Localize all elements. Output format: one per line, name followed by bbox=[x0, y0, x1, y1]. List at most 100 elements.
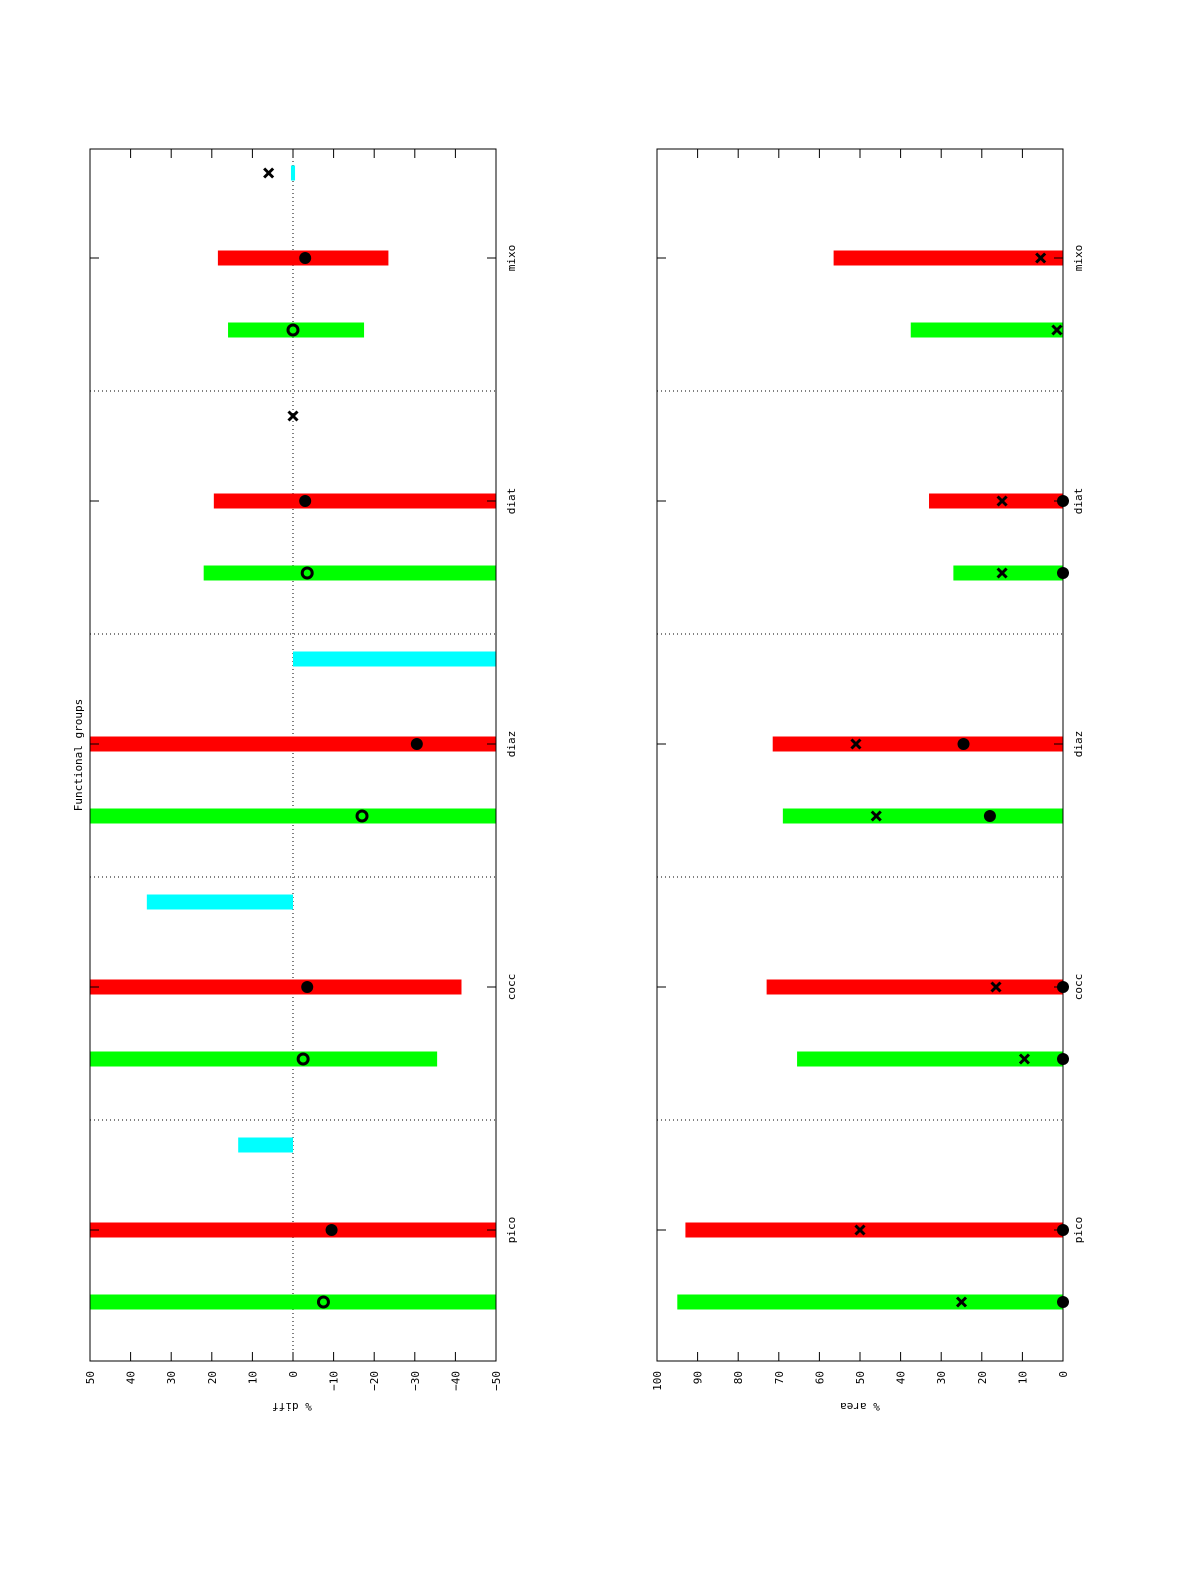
value-tick-label-5: 0 bbox=[287, 1371, 300, 1378]
bar-diaz-green bbox=[90, 808, 496, 824]
category-label-mixo: mixo bbox=[505, 245, 518, 272]
x-marker-mixo-red-stroke-b bbox=[1035, 252, 1047, 264]
diff-panel-markers bbox=[263, 167, 423, 1309]
x-marker-cocc-green-stroke-b bbox=[1018, 1053, 1030, 1065]
diff-panel-ticks bbox=[89, 149, 497, 1361]
value-tick-label-1: 40 bbox=[125, 1371, 138, 1384]
marker-mixo-cyan-stroke-b bbox=[263, 167, 275, 179]
value-tick-label-5: 50 bbox=[854, 1371, 867, 1384]
x-marker-diaz-red-stroke-b bbox=[850, 738, 862, 750]
area-panel-tick-labels: 100 90 80 70 60 50 40 30 20 10 0 bbox=[651, 1371, 1070, 1391]
dot-marker-diaz-green bbox=[983, 810, 996, 822]
category-label-pico: pico bbox=[1072, 1217, 1085, 1244]
category-label-pico: pico bbox=[505, 1217, 518, 1244]
x-marker-diat-green-stroke-b bbox=[996, 567, 1008, 579]
x-marker-diat-red-stroke-b bbox=[996, 495, 1008, 507]
value-tick-label-4: 60 bbox=[813, 1371, 826, 1384]
bar-pico-red bbox=[90, 1222, 496, 1238]
value-tick-label-9: −40 bbox=[449, 1371, 462, 1391]
marker-diaz-green bbox=[355, 809, 369, 823]
area-panel-ticks bbox=[656, 149, 1064, 1361]
category-label-cocc: cocc bbox=[1072, 974, 1085, 1001]
bar-mixo-green bbox=[228, 322, 365, 338]
marker-pico-green bbox=[316, 1295, 330, 1309]
bar-mixo-green bbox=[910, 322, 1063, 338]
x-marker-cocc-red-stroke-b bbox=[990, 981, 1002, 993]
x-marker-pico-red-stroke-b bbox=[854, 1224, 866, 1236]
bar-cocc-red bbox=[90, 979, 462, 995]
x-marker-diaz-red bbox=[850, 738, 862, 750]
bar-diaz-red bbox=[90, 736, 496, 752]
x-marker-pico-green-stroke-b bbox=[955, 1296, 968, 1308]
marker-diat-cyan bbox=[287, 410, 299, 422]
value-tick-label-3: 20 bbox=[206, 1371, 219, 1384]
marker-cocc-green bbox=[296, 1052, 310, 1066]
x-marker-mixo-red bbox=[1035, 252, 1047, 264]
bar-pico-red bbox=[685, 1222, 1063, 1238]
bar-diat-green bbox=[953, 565, 1063, 581]
value-tick-label-3: 70 bbox=[773, 1371, 786, 1384]
marker-cocc-red bbox=[301, 981, 314, 993]
x-marker-diat-red bbox=[996, 495, 1008, 507]
value-tick-label-9: 10 bbox=[1016, 1371, 1029, 1384]
marker-diat-cyan-stroke-b bbox=[287, 410, 299, 422]
marker-mixo-red bbox=[299, 252, 312, 264]
value-tick-label-4: 10 bbox=[246, 1371, 259, 1384]
category-label-diat: diat bbox=[505, 488, 518, 515]
x-marker-pico-green bbox=[955, 1296, 968, 1308]
category-label-diat: diat bbox=[1072, 488, 1085, 515]
area-panel-category-labels: pico cocc diaz diat mixo bbox=[1072, 245, 1085, 1244]
area-axis-label: % area bbox=[840, 1400, 880, 1413]
category-label-diaz: diaz bbox=[505, 731, 518, 758]
diff-panel: 50 40 30 20 10 0 −10 −20 −30 −40 −50 pico cocc diaz d… bbox=[72, 148, 518, 1413]
value-tick-label-2: 80 bbox=[732, 1371, 745, 1384]
category-label-cocc: cocc bbox=[505, 974, 518, 1001]
x-marker-mixo-green bbox=[1051, 324, 1063, 336]
marker-diaz-red bbox=[410, 738, 423, 750]
x-marker-diaz-green-stroke-b bbox=[870, 810, 882, 822]
bar-mixo-red bbox=[833, 250, 1063, 266]
value-tick-label-7: −20 bbox=[368, 1371, 381, 1391]
chart-title: Functional groups bbox=[72, 699, 85, 812]
value-tick-label-10: 0 bbox=[1057, 1371, 1070, 1378]
value-tick-label-8: −30 bbox=[409, 1371, 422, 1391]
value-tick-label-0: 50 bbox=[84, 1371, 97, 1384]
marker-diat-red bbox=[299, 495, 312, 507]
x-marker-mixo-green-stroke-b bbox=[1051, 324, 1063, 336]
diff-panel-category-labels: pico cocc diaz diat mixo bbox=[505, 245, 518, 1244]
x-marker-cocc-red bbox=[990, 981, 1002, 993]
bar-cocc-red bbox=[766, 979, 1063, 995]
value-tick-label-10: −50 bbox=[490, 1371, 503, 1391]
marker-diat-green bbox=[300, 566, 314, 580]
area-panel: 100 90 80 70 60 50 40 30 20 10 0 picococcdiazdiatm… bbox=[651, 148, 1085, 1413]
x-marker-pico-red bbox=[854, 1224, 866, 1236]
bar-pico-green bbox=[90, 1294, 496, 1310]
diff-axis-label: % diff bbox=[272, 1400, 312, 1413]
bar-cocc-green bbox=[797, 1051, 1063, 1067]
bar-diaz-green bbox=[782, 808, 1063, 824]
area-panel-markers bbox=[850, 252, 1069, 1308]
value-tick-label-8: 20 bbox=[976, 1371, 989, 1384]
bar-pico-green bbox=[677, 1294, 1063, 1310]
value-tick-label-0: 100 bbox=[651, 1371, 664, 1391]
x-marker-cocc-green bbox=[1018, 1053, 1030, 1065]
bar-diat-red bbox=[929, 493, 1063, 509]
value-tick-label-1: 90 bbox=[692, 1371, 705, 1384]
value-tick-label-6: 40 bbox=[895, 1371, 908, 1384]
bar-diat-red bbox=[213, 493, 496, 509]
marker-mixo-green bbox=[286, 323, 300, 337]
value-tick-label-6: −10 bbox=[328, 1371, 341, 1391]
category-label-mixo: mixo bbox=[1072, 245, 1085, 272]
x-marker-diat-green bbox=[996, 567, 1008, 579]
bar-diaz-red bbox=[772, 736, 1063, 752]
dot-marker-diaz-red bbox=[957, 738, 970, 750]
bar-diaz-cyan bbox=[293, 651, 496, 667]
value-tick-label-7: 30 bbox=[935, 1371, 948, 1384]
bar-mixo-cyan bbox=[290, 165, 296, 181]
marker-mixo-cyan bbox=[263, 167, 275, 179]
bar-cocc-cyan bbox=[146, 894, 293, 910]
bar-diat-green bbox=[203, 565, 496, 581]
bar-pico-cyan bbox=[238, 1137, 293, 1153]
